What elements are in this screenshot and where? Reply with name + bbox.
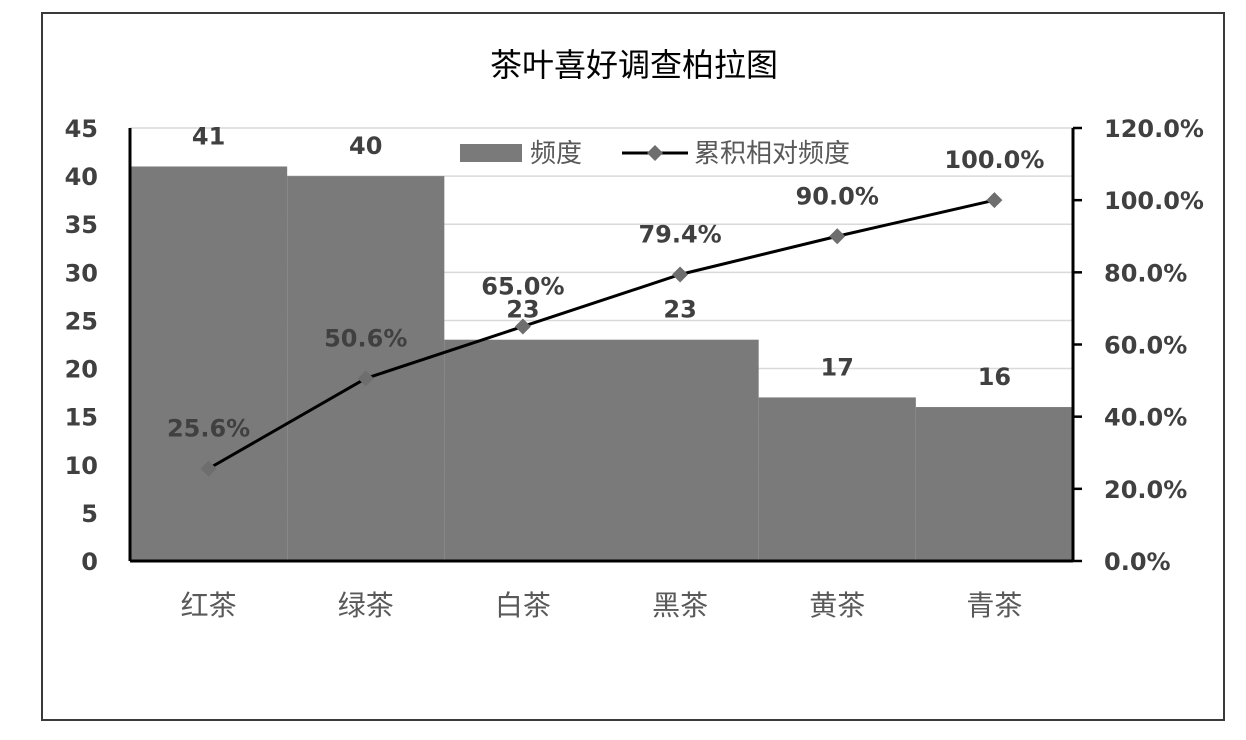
cumulative-point-marker [200,460,217,477]
cumulative-value-label: 100.0% [944,146,1044,174]
chart-title: 茶叶喜好调查柏拉图 [490,46,778,84]
x-category-label: 黑茶 [652,589,708,622]
y-left-tick-label: 35 [65,211,98,239]
y-right-tick-label: 80.0% [1104,259,1187,287]
cumulative-line-series: 25.6% 50.6% 65.0% 79.4% 90.0% 100.0% [167,146,1044,477]
y-right-tick-label: 100.0% [1104,187,1204,215]
x-category-label: 红茶 [181,589,237,622]
legend-swatch-bar [460,144,522,162]
cumulative-point-marker [357,370,374,387]
y-left-tick-label: 45 [65,115,98,143]
y-right-tick-label: 20.0% [1104,476,1187,504]
bar-黑茶 [601,339,759,561]
y-left-tick-label: 20 [65,356,98,384]
x-category-label: 白茶 [495,589,551,622]
y-left-tick-label: 30 [65,259,98,287]
cumulative-value-label: 79.4% [638,220,721,248]
y-axis-right-ticks: 0.0% 20.0% 40.0% 60.0% 80.0% 100.0% 120.0% [1104,115,1204,576]
bar-绿茶 [287,176,445,561]
legend-label-line: 累积相对频度 [694,139,850,169]
y-left-tick-label: 15 [65,404,98,432]
bar-value-label: 17 [821,353,854,381]
cumulative-line [207,198,995,470]
y-left-tick-label: 10 [65,452,98,480]
cumulative-value-label: 50.6% [324,324,407,352]
y-left-tick-label: 40 [65,163,98,191]
bar-青茶 [915,407,1073,561]
bar-value-label: 23 [663,296,696,324]
y-left-tick-label: 25 [65,307,98,335]
x-category-label: 绿茶 [338,589,394,622]
legend: 频度 累积相对频度 [460,139,850,169]
bar-value-label: 16 [978,363,1011,391]
x-category-label: 黄茶 [809,589,865,622]
cumulative-point-marker [672,266,689,283]
y-right-tick-label: 60.0% [1104,332,1187,360]
y-right-tick-label: 120.0% [1104,115,1204,143]
cumulative-value-label: 25.6% [167,415,250,443]
bar-黄茶 [758,397,916,561]
cumulative-value-label: 65.0% [481,272,564,300]
y-left-tick-label: 5 [81,500,98,528]
y-right-tick-label: 40.0% [1104,404,1187,432]
bar-value-label: 41 [192,122,225,150]
legend-swatch-marker [647,145,663,161]
bar-红茶 [130,166,288,561]
cumulative-value-label: 90.0% [796,182,879,210]
x-axis-categories: 红茶 绿茶 白茶 黑茶 黄茶 青茶 [181,589,1023,622]
legend-label-bar: 频度 [530,139,582,169]
y-left-tick-label: 0 [81,548,98,576]
y-axis-left-ticks: 0 5 10 15 20 25 30 35 40 45 [65,115,98,576]
cumulative-point-marker [514,318,531,335]
y-right-tick-label: 0.0% [1104,548,1171,576]
bar-value-label: 40 [349,132,382,160]
bar-白茶 [444,339,602,561]
x-category-label: 青茶 [966,589,1022,622]
cumulative-point-marker [829,228,846,245]
cumulative-point-marker [986,192,1003,209]
axes [128,126,1082,563]
